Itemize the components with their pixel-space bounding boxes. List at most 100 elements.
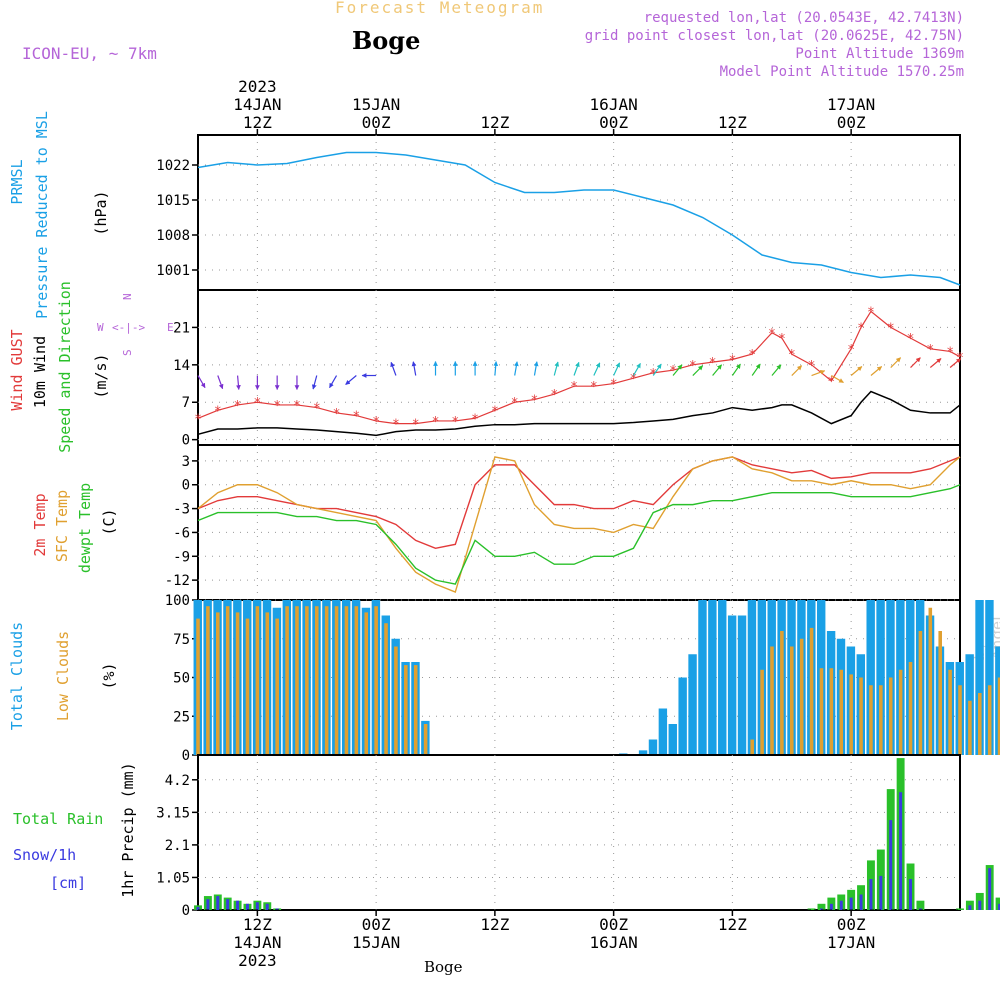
total-cloud-bar	[698, 600, 707, 755]
low-cloud-bar	[839, 669, 844, 755]
bottom-date-label: 17JAN	[827, 933, 875, 952]
low-cloud-bar	[423, 724, 428, 755]
wind-direction-arrow	[390, 361, 397, 376]
y-tick-label: 21	[173, 320, 190, 336]
y-tick-label: -9	[173, 549, 190, 565]
snow-bar	[918, 908, 922, 910]
y-tick-label: 7	[182, 395, 190, 411]
bottom-hour-label: 12Z	[718, 915, 747, 934]
wind-direction-arrow	[513, 361, 519, 376]
gust-marker: *	[728, 353, 736, 368]
gust-marker: *	[392, 418, 400, 433]
gust-marker: *	[778, 332, 786, 347]
wind-direction-arrow	[831, 374, 844, 384]
total-cloud-bar	[975, 600, 984, 755]
gust-marker: *	[471, 412, 479, 427]
low-cloud-bar	[968, 700, 972, 755]
low-cloud-bar	[364, 612, 369, 755]
total-cloud-bar	[708, 600, 717, 755]
requested-coords: requested lon,lat (20.0543E, 42.7413N)	[643, 10, 964, 26]
panel-frame-4	[197, 754, 961, 911]
low-cloud-bar	[948, 669, 952, 755]
gust-marker: *	[333, 407, 341, 422]
footer-station-name: Boge	[424, 958, 463, 976]
wind-direction-arrow	[236, 375, 241, 390]
y-tick-label: 3.15	[156, 805, 190, 821]
snow-bar	[839, 900, 843, 910]
compass-east: E	[167, 321, 174, 334]
bottom-date-label: 15JAN	[352, 933, 400, 952]
temp-2m-line	[197, 456, 961, 550]
total-cloud-bar	[727, 615, 737, 755]
wind-direction-arrow	[850, 366, 863, 376]
sfc-temp-line	[197, 456, 961, 593]
top-date-label: 14JAN	[233, 95, 281, 114]
compass-west: W	[97, 321, 104, 334]
point-altitude: Point Altitude 1369m	[795, 46, 964, 62]
gust-marker: *	[253, 396, 261, 411]
compass-north: N	[121, 293, 134, 300]
low-cloud-bar	[928, 607, 933, 755]
total-rain-label: Total Rain	[13, 810, 103, 828]
top-hour-label: 00Z	[837, 113, 866, 132]
pressure-unit: (hPa)	[92, 190, 110, 235]
rain-bar	[807, 908, 816, 910]
y-tick-label: 1.05	[156, 870, 190, 886]
rain-bar	[956, 908, 964, 910]
total-cloud-bar	[688, 654, 697, 755]
top-hour-label: 12Z	[718, 113, 747, 132]
snow-bar	[978, 900, 982, 910]
snow-bar	[226, 899, 230, 910]
low-cloud-bar	[374, 606, 378, 755]
low-cloud-bar	[918, 631, 923, 755]
gust-marker: *	[788, 348, 796, 363]
y-tick-label: 14	[173, 358, 190, 374]
low-cloud-bar	[898, 669, 903, 755]
low-cloud-bar	[196, 618, 200, 755]
gust-marker: *	[234, 399, 242, 414]
total-cloud-bar	[658, 708, 668, 755]
low-cloud-bar	[334, 606, 339, 755]
bottom-hour-label: 00Z	[837, 915, 866, 934]
grid-point-coords: grid point closest lon,lat (20.0625E, 42…	[584, 28, 964, 44]
snow-bar	[869, 879, 873, 910]
gust-marker: *	[926, 343, 934, 358]
gust-marker: *	[570, 380, 578, 395]
y-tick-label: 0	[182, 478, 190, 494]
y-tick-label: 3	[182, 454, 190, 470]
snow-bar	[879, 875, 883, 910]
snow-bar	[245, 903, 249, 910]
gust-marker: *	[491, 404, 499, 419]
y-tick-label: -3	[173, 502, 190, 518]
snow-bar	[236, 900, 240, 910]
y-tick-label: 1015	[156, 193, 190, 209]
low-cloud-bar	[404, 665, 408, 755]
gust-marker: *	[590, 380, 598, 395]
low-cloud-bar	[245, 618, 250, 755]
snow-bar	[889, 820, 893, 910]
gust-marker: *	[550, 388, 558, 403]
panel-frame-2	[197, 444, 961, 601]
low-cloud-bar	[908, 662, 913, 755]
temp-unit: (C)	[100, 508, 118, 535]
compass-arrows: <-|->	[112, 321, 145, 334]
snow-bar	[899, 792, 903, 910]
gust-marker: *	[649, 367, 657, 382]
wind-dir-label: Speed and Direction	[56, 281, 74, 453]
low-cloud-bar	[780, 631, 784, 755]
low-cloud-bar	[997, 677, 1000, 755]
pressure-label-desc: Pressure Reduced to MSL	[33, 111, 51, 319]
gust-marker: *	[956, 351, 964, 366]
y-tick-label: 4.2	[165, 773, 190, 789]
y-tick-label: 1022	[156, 158, 190, 174]
gust-marker: *	[689, 359, 697, 374]
gust-marker: *	[531, 394, 539, 409]
gust-marker: *	[451, 415, 459, 430]
wind-direction-arrow	[613, 362, 621, 376]
wind-speed-line	[197, 390, 961, 437]
gust-line	[197, 310, 961, 425]
snow-bar	[265, 903, 269, 910]
y-tick-label: 25	[173, 709, 190, 725]
wind-direction-arrow	[712, 364, 723, 376]
snow-bar	[988, 868, 992, 910]
